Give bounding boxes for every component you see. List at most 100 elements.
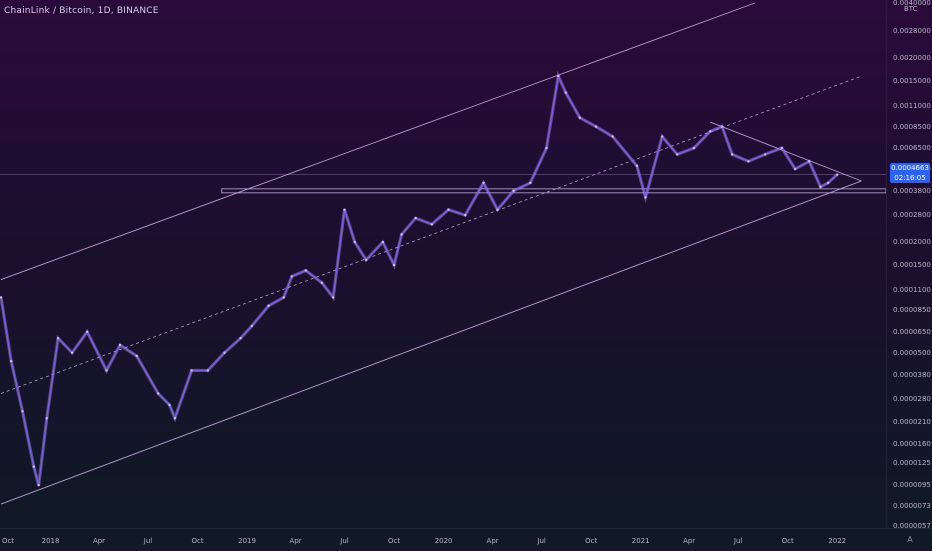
upper-channel-line	[0, 2, 756, 281]
chart-title: ChainLink / Bitcoin, 1D, BINANCE	[4, 6, 159, 16]
time-tick-label: 2022	[828, 537, 847, 545]
price-point	[635, 164, 639, 167]
price-point	[594, 125, 598, 128]
price-point	[0, 296, 3, 299]
price-point	[692, 146, 696, 150]
price-tick-label: 0.0002000	[893, 238, 931, 247]
price-tick-label: 0.0003800	[893, 186, 931, 195]
price-tick-label: 0.0040000	[893, 0, 931, 7]
price-point	[206, 369, 209, 372]
price-point	[731, 153, 734, 156]
price-point	[267, 304, 270, 307]
price-point	[836, 173, 839, 176]
bar-countdown: 02:16:05	[894, 174, 926, 182]
time-tick-label: 2019	[238, 537, 256, 545]
price-point	[105, 369, 108, 372]
time-tick-label: Apr	[683, 537, 696, 545]
price-tick-label: 0.0000057	[893, 522, 931, 530]
price-chart[interactable]	[0, 0, 886, 528]
price-point	[290, 275, 293, 278]
price-point	[70, 351, 74, 354]
price-point	[10, 359, 13, 363]
price-point	[21, 410, 24, 413]
price-point	[557, 74, 560, 78]
time-tick-label: Oct	[191, 537, 204, 545]
price-tick-label: 0.0000650	[893, 327, 931, 336]
price-tick-label: 0.0000500	[893, 348, 931, 357]
price-point	[239, 337, 242, 340]
horizontal-levels	[0, 174, 886, 194]
price-tick-label: 0.0000280	[893, 394, 931, 403]
price-point	[282, 296, 285, 299]
price-series-glow	[0, 70, 839, 486]
price-tick-label: 0.0000125	[893, 459, 931, 468]
price-tick-label: 0.0001100	[893, 285, 931, 294]
price-tick-label: 0.0002800	[893, 211, 931, 220]
price-point	[381, 240, 384, 244]
price-point	[676, 153, 679, 156]
price-point	[808, 160, 811, 163]
price-point	[512, 189, 515, 192]
time-tick-label: Oct	[388, 537, 401, 545]
price-point	[720, 125, 724, 128]
price-tick-label: 0.0028000	[893, 27, 931, 36]
price-point	[826, 181, 830, 185]
tradingview-logo-icon[interactable]: A	[907, 535, 913, 544]
time-tick-label: Jul	[143, 537, 153, 545]
time-tick-label: Apr	[289, 537, 302, 545]
price-tick-label: 0.0000160	[893, 439, 931, 448]
price-point	[447, 208, 450, 211]
price-tick-label: 0.0000210	[893, 417, 931, 426]
time-tick-label: Jul	[537, 537, 546, 545]
price-point	[353, 240, 356, 244]
price-point	[223, 351, 226, 354]
price-point	[747, 160, 750, 163]
price-point	[763, 153, 767, 156]
price-tick-label: 0.0000380	[893, 370, 931, 379]
price-point	[304, 269, 307, 272]
price-point	[320, 281, 324, 284]
price-point	[709, 130, 712, 133]
price-point	[661, 135, 664, 138]
price-point	[86, 330, 89, 333]
time-tick-label: Apr	[92, 537, 106, 545]
current-price-value: 0.0004663	[891, 164, 929, 172]
time-tick-label: 2021	[631, 537, 650, 545]
price-tick-label: 0.0011000	[893, 102, 931, 111]
price-series	[0, 70, 839, 487]
time-tick-label: 2018	[41, 537, 60, 545]
price-point	[364, 258, 368, 262]
price-tick-label: 0.0006500	[893, 144, 931, 152]
price-unit-label: BTC	[904, 5, 918, 13]
support-zone-rectangle	[221, 188, 886, 194]
price-point	[644, 196, 647, 199]
price-tick-label: 0.0020000	[893, 54, 931, 63]
price-point	[794, 167, 797, 171]
price-tick-label: 0.0001500	[893, 261, 931, 270]
time-tick-label: Oct	[781, 537, 794, 545]
mid-channel-line	[0, 75, 862, 394]
price-tick-label: 0.0000073	[893, 502, 931, 511]
time-tick-label: Jul	[340, 537, 349, 545]
price-point	[564, 91, 567, 94]
time-tick-label: Apr	[486, 537, 499, 545]
price-tick-label: 0.0000095	[893, 481, 931, 490]
price-point	[157, 392, 160, 395]
lower-channel-line	[0, 180, 862, 505]
price-point	[173, 417, 177, 420]
price-point	[190, 369, 193, 372]
price-point	[135, 354, 138, 358]
time-tick-label: Oct	[585, 537, 598, 545]
price-point	[496, 208, 499, 211]
price-point	[32, 465, 35, 468]
price-axis[interactable]: 0.0040000 0.0028000 0.0020000 0.0015000 0.00…	[886, 0, 932, 530]
price-point	[464, 214, 467, 217]
price-point	[250, 324, 254, 328]
price-point	[430, 223, 433, 226]
price-point	[529, 181, 532, 185]
price-point	[343, 208, 346, 211]
price-point	[56, 337, 60, 340]
price-point	[118, 343, 122, 347]
time-axis[interactable]: Oct 2018 Apr Jul Oct 2019 Apr Jul Oct 2020 Apr Jul O…	[0, 528, 932, 551]
price-point	[578, 116, 581, 119]
